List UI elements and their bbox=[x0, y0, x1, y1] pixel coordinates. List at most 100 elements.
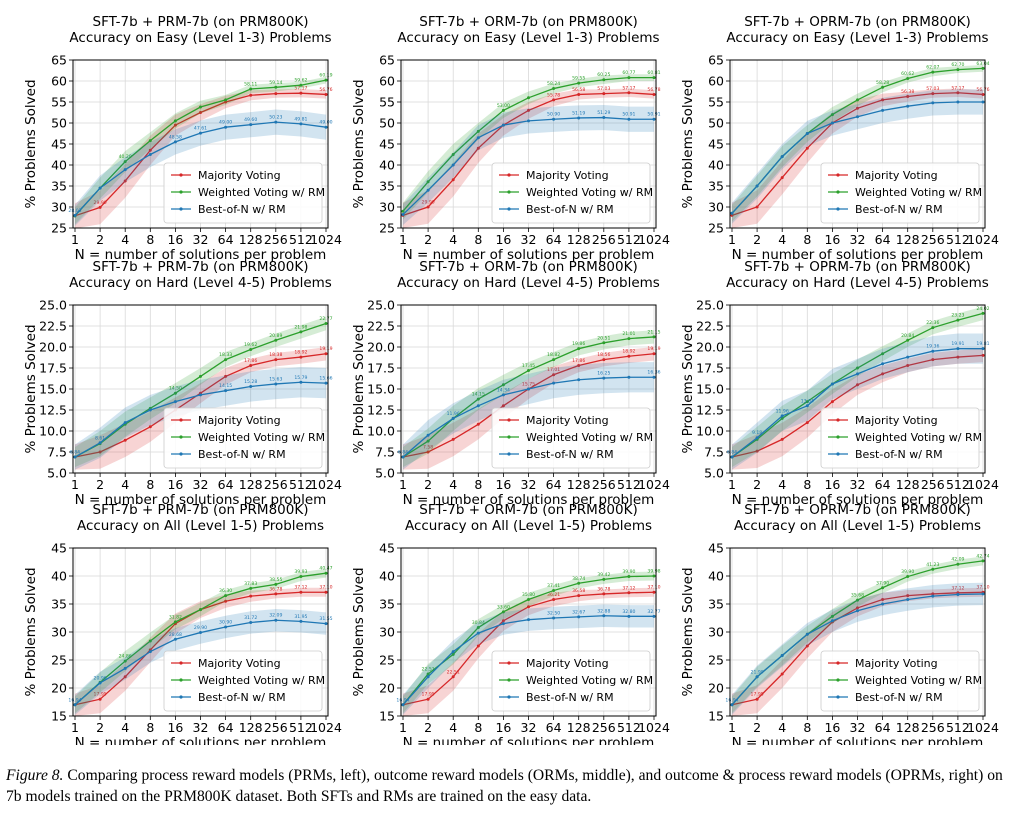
data-label: 60.77 bbox=[622, 70, 635, 76]
data-point bbox=[956, 355, 960, 359]
x-tick-label: 1024 bbox=[967, 477, 999, 492]
y-tick-label: 45 bbox=[708, 541, 724, 556]
x-tick-label: 256 bbox=[921, 720, 945, 735]
data-point bbox=[730, 703, 734, 707]
legend-item-weighted-voting: Weighted Voting w/ RM bbox=[499, 186, 653, 199]
data-label: 37.10 bbox=[319, 585, 332, 591]
legend-label: Weighted Voting w/ RM bbox=[526, 674, 653, 687]
confidence-band bbox=[75, 88, 326, 229]
data-label: 56.78 bbox=[647, 87, 660, 93]
x-tick-label: 1 bbox=[728, 477, 736, 492]
data-point bbox=[552, 616, 556, 620]
data-label: 50.23 bbox=[269, 115, 282, 121]
x-tick-label: 64 bbox=[875, 477, 891, 492]
data-point bbox=[249, 384, 253, 388]
x-tick-label: 8 bbox=[803, 720, 811, 735]
data-point bbox=[148, 639, 152, 643]
y-tick-label: 5.0 bbox=[47, 466, 67, 481]
data-point bbox=[426, 697, 430, 701]
y-tick-label: 40 bbox=[51, 569, 67, 584]
data-label: 42.09 bbox=[951, 557, 964, 563]
data-point bbox=[426, 439, 430, 443]
data-point bbox=[299, 83, 303, 87]
confidence-band bbox=[732, 587, 983, 716]
confidence-band bbox=[403, 74, 654, 220]
x-tick-label: 2 bbox=[753, 720, 761, 735]
x-tick-label: 8 bbox=[146, 477, 154, 492]
data-label: 6.84 bbox=[727, 450, 737, 456]
confidence-band bbox=[403, 604, 654, 715]
data-label: 39.42 bbox=[597, 572, 610, 578]
y-tick-label: 15.0 bbox=[39, 382, 67, 397]
y-tick-label: 50 bbox=[51, 116, 67, 131]
data-label: 32.50 bbox=[547, 611, 560, 617]
data-point bbox=[324, 92, 328, 96]
series-majority-voting: 29.90 57.17 56.76 bbox=[73, 86, 333, 229]
series-best-of-n: 6.84 9.18 11.96 13.04 19.36 19.91 19.81 bbox=[727, 333, 990, 470]
x-tick-label: 512 bbox=[289, 477, 313, 492]
data-point bbox=[805, 644, 809, 648]
y-axis-label: % Problems Solved bbox=[351, 567, 367, 696]
x-tick-label: 2 bbox=[424, 720, 432, 735]
data-point bbox=[881, 108, 885, 112]
data-point bbox=[224, 374, 228, 378]
y-tick-label: 30 bbox=[708, 625, 724, 640]
legend-box bbox=[491, 650, 651, 712]
x-tick-label: 256 bbox=[264, 477, 288, 492]
data-label: 14.15 bbox=[219, 383, 232, 389]
legend-item-best-of-n: Best-of-N w/ RM bbox=[499, 691, 614, 704]
data-label: 14.34 bbox=[497, 387, 510, 393]
data-label: 49.00 bbox=[219, 120, 232, 126]
series-best-of-n: 50.90 51.19 51.29 50.91 50.91 bbox=[401, 104, 661, 226]
data-point bbox=[199, 131, 202, 135]
data-point bbox=[501, 610, 505, 614]
data-point bbox=[224, 594, 228, 598]
legend: Majority Voting Weighted Voting w/ RM Best… bbox=[163, 650, 325, 712]
data-point bbox=[652, 614, 656, 618]
legend-label: Majority Voting bbox=[526, 414, 609, 427]
legend-item-best-of-n: Best-of-N w/ RM bbox=[499, 448, 614, 461]
data-point bbox=[805, 404, 809, 408]
data-point bbox=[956, 100, 960, 104]
data-label: 40.29 bbox=[119, 154, 132, 160]
data-point bbox=[755, 436, 759, 440]
data-point bbox=[956, 347, 960, 351]
data-point bbox=[577, 581, 581, 585]
legend: Majority Voting Weighted Voting w/ RM Best… bbox=[491, 650, 653, 712]
y-tick-label: 25.0 bbox=[39, 298, 67, 313]
data-point bbox=[602, 376, 606, 380]
data-point bbox=[123, 160, 127, 164]
legend-label: Best-of-N w/ RM bbox=[855, 691, 943, 704]
data-point bbox=[274, 382, 278, 386]
data-label: 60.81 bbox=[647, 70, 660, 76]
data-point bbox=[401, 213, 405, 217]
data-point bbox=[956, 68, 960, 72]
legend-marker bbox=[836, 661, 840, 665]
data-point bbox=[856, 106, 859, 110]
x-tick-label: 8 bbox=[146, 720, 154, 735]
data-point bbox=[931, 594, 935, 598]
data-point bbox=[299, 355, 303, 359]
x-tick-label: 64 bbox=[218, 232, 234, 247]
data-point bbox=[830, 382, 834, 386]
data-label: 32.80 bbox=[622, 609, 635, 615]
data-point bbox=[981, 92, 985, 96]
data-point bbox=[98, 450, 102, 454]
data-label: 39.98 bbox=[647, 569, 660, 575]
data-point bbox=[148, 139, 152, 143]
series-weighted-voting: 53.00 58.24 59.55 60.25 60.77 60.81 bbox=[401, 70, 661, 220]
chart-subtitle: Accuracy on All (Level 1-5) Problems bbox=[405, 518, 652, 534]
data-label: 22.77 bbox=[319, 316, 332, 322]
data-label: 50.90 bbox=[547, 112, 560, 118]
data-point bbox=[552, 87, 556, 91]
x-axis-label: N = number of solutions per problem bbox=[75, 247, 327, 263]
y-tick-label: 5.0 bbox=[375, 466, 395, 481]
data-label: 11.96 bbox=[776, 408, 789, 414]
data-point bbox=[123, 421, 127, 425]
data-point bbox=[602, 358, 606, 362]
legend-marker bbox=[507, 452, 511, 456]
x-tick-label: 32 bbox=[193, 720, 209, 735]
y-tick-label: 40 bbox=[379, 569, 395, 584]
legend-label: Weighted Voting w/ RM bbox=[855, 674, 982, 687]
